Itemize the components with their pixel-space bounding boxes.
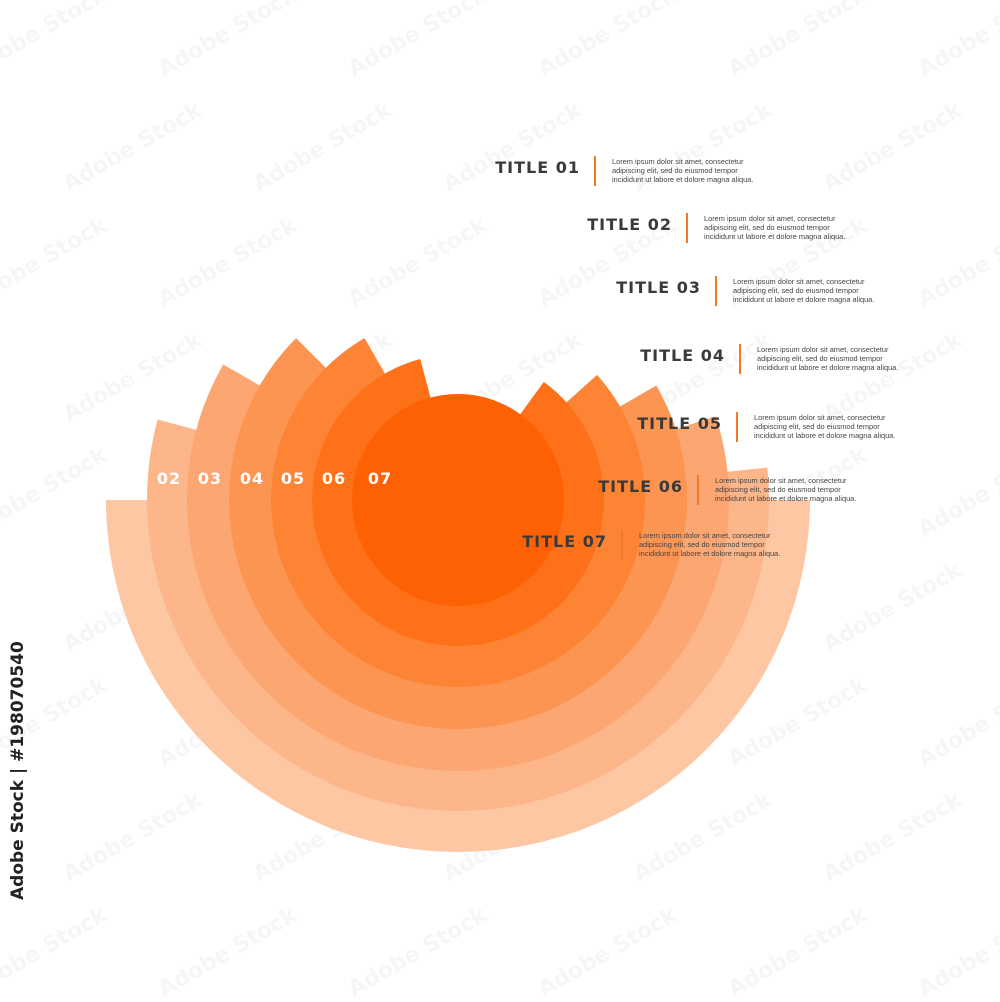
entry-title: TITLE 05 bbox=[637, 414, 722, 433]
fan-segment-07 bbox=[352, 394, 564, 606]
segment-number-03: 03 bbox=[198, 469, 222, 488]
description-line: Lorem ipsum dolor sit amet, consectetur bbox=[639, 531, 771, 540]
description-line: adipiscing elit, sed do eiusmod tempor bbox=[639, 540, 765, 549]
stock-id-label: Adobe Stock | #198070540 bbox=[8, 641, 28, 900]
description-line: Lorem ipsum dolor sit amet, consectetur bbox=[612, 157, 744, 166]
accent-divider bbox=[594, 156, 596, 186]
entry-description: Lorem ipsum dolor sit amet, consectetur a… bbox=[757, 345, 957, 372]
description-line: incididunt ut labore et dolore magna ali… bbox=[733, 295, 875, 304]
accent-divider bbox=[621, 530, 623, 560]
entry-title: TITLE 04 bbox=[640, 346, 725, 365]
entry-title: TITLE 07 bbox=[522, 532, 607, 551]
description-line: incididunt ut labore et dolore magna ali… bbox=[757, 363, 899, 372]
segment-number-07: 07 bbox=[368, 469, 392, 488]
description-line: adipiscing elit, sed do eiusmod tempor bbox=[754, 422, 880, 431]
accent-divider bbox=[739, 344, 741, 374]
segment-number-04: 04 bbox=[240, 469, 264, 488]
description-line: adipiscing elit, sed do eiusmod tempor bbox=[733, 286, 859, 295]
accent-divider bbox=[736, 412, 738, 442]
description-line: incididunt ut labore et dolore magna ali… bbox=[704, 232, 846, 241]
description-line: Lorem ipsum dolor sit amet, consectetur bbox=[757, 345, 889, 354]
description-line: incididunt ut labore et dolore magna ali… bbox=[715, 494, 857, 503]
description-line: adipiscing elit, sed do eiusmod tempor bbox=[715, 485, 841, 494]
entry-title: TITLE 01 bbox=[495, 158, 580, 177]
accent-divider bbox=[697, 475, 699, 505]
entry-description: Lorem ipsum dolor sit amet, consectetur a… bbox=[639, 531, 839, 558]
segment-number-05: 05 bbox=[281, 469, 305, 488]
entry-description: Lorem ipsum dolor sit amet, consectetur a… bbox=[612, 157, 812, 184]
description-line: incididunt ut labore et dolore magna ali… bbox=[754, 431, 896, 440]
entry-description: Lorem ipsum dolor sit amet, consectetur a… bbox=[733, 277, 933, 304]
description-line: Lorem ipsum dolor sit amet, consectetur bbox=[704, 214, 836, 223]
description-line: Lorem ipsum dolor sit amet, consectetur bbox=[733, 277, 865, 286]
description-line: incididunt ut labore et dolore magna ali… bbox=[612, 175, 754, 184]
description-line: Lorem ipsum dolor sit amet, consectetur bbox=[754, 413, 886, 422]
segment-number-02: 02 bbox=[157, 469, 181, 488]
description-line: adipiscing elit, sed do eiusmod tempor bbox=[757, 354, 883, 363]
description-line: incididunt ut labore et dolore magna ali… bbox=[639, 549, 781, 558]
segment-number-06: 06 bbox=[322, 469, 346, 488]
entry-title: TITLE 02 bbox=[587, 215, 672, 234]
entry-title: TITLE 03 bbox=[616, 278, 701, 297]
description-line: adipiscing elit, sed do eiusmod tempor bbox=[612, 166, 738, 175]
entry-description: Lorem ipsum dolor sit amet, consectetur a… bbox=[754, 413, 954, 440]
description-line: adipiscing elit, sed do eiusmod tempor bbox=[704, 223, 830, 232]
entry-description: Lorem ipsum dolor sit amet, consectetur a… bbox=[704, 214, 904, 241]
segment-number-01: 01 bbox=[116, 469, 140, 488]
accent-divider bbox=[715, 276, 717, 306]
description-line: Lorem ipsum dolor sit amet, consectetur bbox=[715, 476, 847, 485]
entry-title: TITLE 06 bbox=[598, 477, 683, 496]
entry-description: Lorem ipsum dolor sit amet, consectetur a… bbox=[715, 476, 915, 503]
accent-divider bbox=[686, 213, 688, 243]
